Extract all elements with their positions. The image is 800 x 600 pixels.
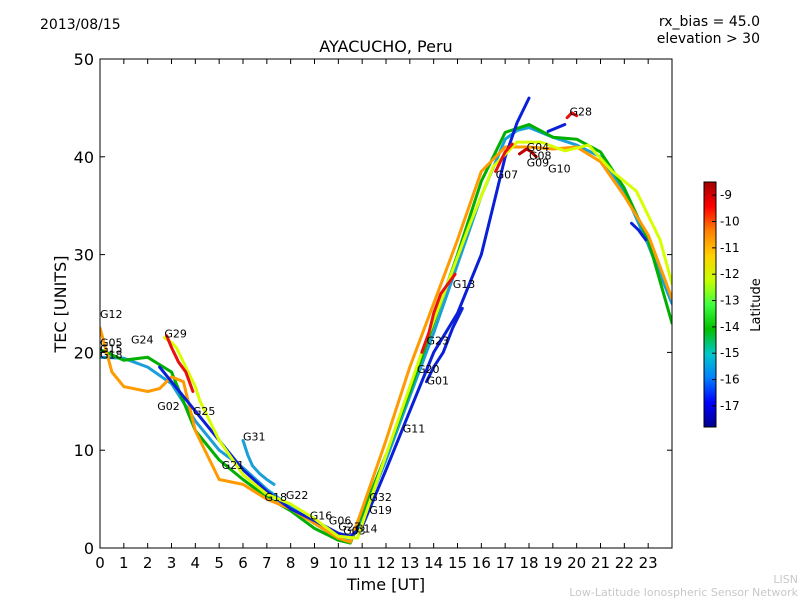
x-tick-label: 12 bbox=[376, 554, 395, 572]
colorbar-tick-label: -13 bbox=[720, 294, 740, 308]
satellite-label: G20 bbox=[417, 363, 440, 376]
satellite-label: G18 bbox=[100, 348, 123, 361]
x-axis-ticks: 0 1 2 3 4 5 6 7 8 9 10 11 12 13 14 15 16 17 18 19 20 21 22 23 bbox=[95, 59, 658, 572]
x-tick-label: 11 bbox=[353, 554, 372, 572]
satellite-label: G25 bbox=[193, 405, 216, 418]
satellite-label: G28 bbox=[570, 106, 593, 119]
satellite-label: G23 bbox=[427, 335, 450, 348]
series-layer bbox=[100, 96, 672, 545]
colorbar-ticks: -9 -10 -11 -12 -13 -14 -15 -16 -17 bbox=[712, 188, 740, 413]
series-track-12 bbox=[241, 438, 276, 486]
series-track-7 bbox=[165, 334, 195, 393]
satellite-label: G09 bbox=[527, 157, 550, 170]
series-track-9 bbox=[518, 147, 538, 159]
series-track-8 bbox=[565, 111, 579, 120]
x-tick-label: 4 bbox=[191, 554, 201, 572]
satellite-label: G31 bbox=[243, 430, 266, 443]
x-tick-label: 8 bbox=[286, 554, 296, 572]
rx-bias-label: rx_bias = 45.0 bbox=[658, 14, 760, 30]
satellite-label: G16 bbox=[310, 510, 333, 523]
elevation-label: elevation > 30 bbox=[656, 31, 760, 47]
x-axis-label: Time [UT] bbox=[346, 575, 425, 594]
x-tick-label: 20 bbox=[567, 554, 586, 572]
colorbar-tick-label: -16 bbox=[720, 373, 740, 387]
colorbar-tick-label: -14 bbox=[720, 320, 740, 334]
colorbar-label: Latitude bbox=[749, 278, 764, 332]
satellite-label: G14 bbox=[355, 522, 378, 535]
satellite-label: G07 bbox=[496, 168, 519, 181]
x-tick-label: 17 bbox=[496, 554, 515, 572]
x-tick-label: 16 bbox=[472, 554, 491, 572]
satellite-label: G32 bbox=[369, 491, 392, 504]
satellite-label: G15 bbox=[100, 342, 123, 355]
colorbar-tick-label: -10 bbox=[720, 215, 740, 229]
series-track-6 bbox=[420, 272, 457, 354]
series-track-1 bbox=[100, 126, 672, 543]
x-tick-label: 1 bbox=[119, 554, 129, 572]
satellite-label: G02 bbox=[157, 400, 180, 413]
satellite-label: G03 bbox=[343, 524, 366, 537]
x-tick-label: 6 bbox=[238, 554, 248, 572]
satellite-label: G21 bbox=[222, 459, 245, 472]
colorbar bbox=[703, 181, 717, 428]
series-track-5 bbox=[162, 140, 672, 540]
colorbar-tick-label: -17 bbox=[720, 399, 740, 413]
x-tick-label: 23 bbox=[639, 554, 658, 572]
y-tick-label: 30 bbox=[74, 246, 94, 265]
x-tick-label: 13 bbox=[400, 554, 419, 572]
series-track-10 bbox=[546, 123, 567, 133]
y-tick-label: 50 bbox=[74, 50, 94, 69]
date-label: 2013/08/15 bbox=[40, 17, 121, 33]
x-tick-label: 7 bbox=[262, 554, 272, 572]
satellite-label: G11 bbox=[403, 423, 426, 436]
x-tick-label: 15 bbox=[448, 554, 467, 572]
satellite-label: G18 bbox=[265, 491, 288, 504]
satellite-label: G04 bbox=[527, 141, 550, 154]
credits: LISN Low-Latitude Ionospheric Sensor Net… bbox=[569, 573, 798, 599]
x-tick-label: 10 bbox=[329, 554, 348, 572]
colorbar-tick-label: -11 bbox=[720, 241, 740, 255]
x-tick-label: 3 bbox=[167, 554, 177, 572]
x-tick-label: 21 bbox=[591, 554, 610, 572]
satellite-label: G13 bbox=[453, 278, 476, 291]
y-axis-label: TEC [UNITS] bbox=[51, 256, 70, 354]
chart-title: AYACUCHO, Peru bbox=[319, 37, 452, 56]
y-tick-label: 20 bbox=[74, 343, 94, 362]
x-tick-label: 5 bbox=[214, 554, 224, 572]
y-axis-ticks: 0 10 20 30 40 50 bbox=[74, 50, 672, 558]
satellite-label: G01 bbox=[427, 375, 450, 388]
satellite-label: G22 bbox=[286, 489, 309, 502]
colorbar-tick-label: -9 bbox=[720, 188, 732, 202]
y-tick-label: 0 bbox=[84, 539, 94, 558]
org-long-name: Low-Latitude Ionospheric Sensor Network bbox=[569, 586, 798, 599]
satellite-label: G08 bbox=[529, 150, 552, 163]
x-tick-label: 2 bbox=[143, 554, 153, 572]
satellite-label: G27 bbox=[338, 520, 361, 533]
x-tick-label: 19 bbox=[543, 554, 562, 572]
receiver-info: rx_bias = 45.0 elevation > 30 bbox=[657, 14, 760, 48]
y-tick-label: 10 bbox=[74, 441, 94, 460]
x-tick-label: 22 bbox=[615, 554, 634, 572]
x-tick-label: 18 bbox=[519, 554, 538, 572]
x-tick-label: 0 bbox=[95, 554, 105, 572]
satellite-label: G29 bbox=[164, 328, 187, 341]
satellite-label: G24 bbox=[131, 334, 154, 347]
colorbar-tick-label: -15 bbox=[720, 346, 740, 360]
series-track-11 bbox=[630, 221, 648, 242]
series-track-14 bbox=[494, 142, 514, 173]
series-track-13 bbox=[425, 306, 464, 384]
org-short-name: LISN bbox=[773, 573, 798, 586]
satellite-label: G10 bbox=[548, 162, 571, 175]
satellite-label: G06 bbox=[329, 515, 352, 528]
satellite-label: G19 bbox=[369, 504, 392, 517]
y-tick-label: 40 bbox=[74, 148, 94, 167]
satellite-label: G12 bbox=[100, 308, 123, 321]
x-tick-label: 9 bbox=[310, 554, 320, 572]
x-tick-label: 14 bbox=[424, 554, 443, 572]
plot-area bbox=[100, 59, 672, 548]
satellite-label: G05 bbox=[100, 337, 123, 350]
colorbar-tick-label: -12 bbox=[720, 267, 740, 281]
